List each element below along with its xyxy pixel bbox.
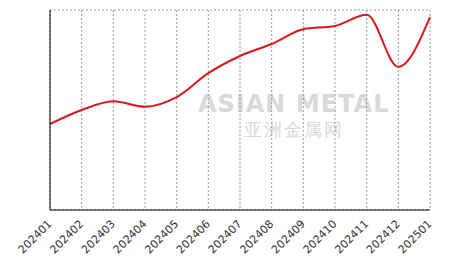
svg-text:202404: 202404 xyxy=(111,217,150,256)
svg-text:202401: 202401 xyxy=(16,217,55,256)
svg-text:202412: 202412 xyxy=(364,217,403,256)
html-text:ASIAN METAL: ASIAN METAL xyxy=(198,90,390,118)
svg-text:202403: 202403 xyxy=(79,217,118,256)
svg-text:202407: 202407 xyxy=(206,217,245,256)
svg-text:202402: 202402 xyxy=(47,217,86,256)
html-text:亚洲金属网: 亚洲金属网 xyxy=(243,118,344,140)
svg-text:202411: 202411 xyxy=(332,217,371,256)
svg-text:202408: 202408 xyxy=(237,217,276,256)
svg-text:202405: 202405 xyxy=(142,217,181,256)
svg-text:202406: 202406 xyxy=(174,217,213,256)
svg-text:202409: 202409 xyxy=(269,217,308,256)
svg-text:202410: 202410 xyxy=(301,217,340,256)
svg-text:202501: 202501 xyxy=(396,217,435,256)
